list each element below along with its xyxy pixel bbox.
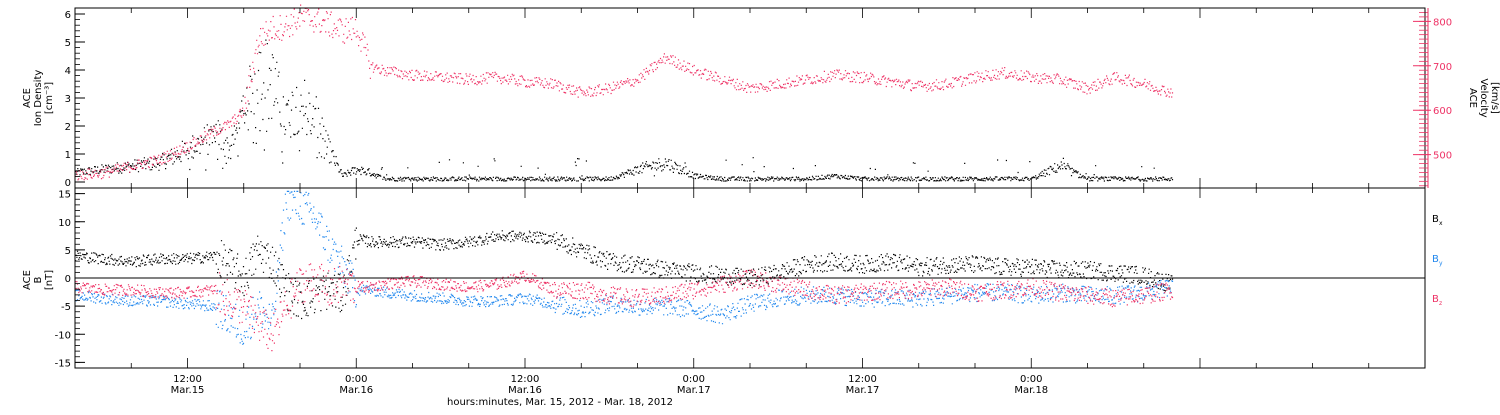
b-field-points-y xyxy=(75,190,1174,345)
b-field-tick-label: -15 xyxy=(55,358,71,369)
x-tick-time-label: 0:00 xyxy=(345,374,367,385)
velocity-tick-label: 500 xyxy=(1433,151,1452,162)
x-tick-date-label: Mar.17 xyxy=(846,385,880,396)
ion-density-axis-label: [cm⁻³] xyxy=(44,82,55,114)
x-tick-date-label: Mar.15 xyxy=(171,385,205,396)
ion-density-tick-label: 6 xyxy=(65,10,71,21)
ion-density-tick-label: 5 xyxy=(65,38,71,49)
b-field-tick-label: -10 xyxy=(55,330,71,341)
velocity-tick-label: 800 xyxy=(1433,17,1452,28)
ion-density-axis-label: ACE xyxy=(22,88,33,108)
b-field-axis-label: ACE xyxy=(22,270,33,290)
b-field-tick-label: 15 xyxy=(58,190,71,201)
b-field-tick-label: -5 xyxy=(61,302,71,313)
velocity-axis-label: [km/s] xyxy=(1489,82,1500,114)
b-field-axis-label: [nT] xyxy=(44,270,55,290)
ion-density-tick-label: 4 xyxy=(65,66,71,77)
x-tick-date-label: Mar.16 xyxy=(508,385,542,396)
x-tick-date-label: Mar.18 xyxy=(1014,385,1048,396)
b-field-points-x xyxy=(75,227,1174,320)
b-field-tick-label: 5 xyxy=(65,246,71,257)
x-tick-date-label: Mar.17 xyxy=(677,385,711,396)
top-panel-frame xyxy=(74,7,1426,189)
velocity-axis-label: Velocity xyxy=(1478,78,1489,117)
x-tick-date-label: Mar.16 xyxy=(339,385,373,396)
legend-label: B xyxy=(1432,294,1439,305)
ion-density-axis-label: Ion Density xyxy=(33,70,44,127)
x-tick-time-label: 12:00 xyxy=(511,374,540,385)
x-tick-time-label: 12:00 xyxy=(848,374,877,385)
x-tick-time-label: 12:00 xyxy=(173,374,202,385)
velocity-tick-label: 700 xyxy=(1433,62,1452,73)
b-field-tick-label: 10 xyxy=(58,218,71,229)
b-field-tick-label: 0 xyxy=(65,274,71,285)
legend-label: B xyxy=(1432,214,1439,225)
axes-layer xyxy=(74,8,1431,369)
legend-subscript: z xyxy=(1439,300,1442,307)
ion-density-tick-label: 3 xyxy=(65,94,71,105)
legend-label: B xyxy=(1432,254,1439,265)
b-field-points-z xyxy=(75,263,1174,352)
b-field-axis-label: B xyxy=(33,276,44,283)
ion-density-tick-label: 2 xyxy=(65,122,71,133)
legend-subscript: x xyxy=(1439,220,1443,227)
velocity-points xyxy=(75,4,1174,181)
velocity-axis-label: ACE xyxy=(1467,88,1478,108)
ion-density-tick-label: 1 xyxy=(65,150,71,161)
ion-density-tick-label: 0 xyxy=(65,178,71,189)
data-points-layer xyxy=(75,4,1174,352)
velocity-tick-label: 600 xyxy=(1433,106,1452,117)
ion-density-points xyxy=(75,39,1174,182)
x-tick-time-label: 0:00 xyxy=(1020,374,1042,385)
x-axis-label: hours:minutes, Mar. 15, 2012 - Mar. 18, … xyxy=(447,397,673,408)
x-tick-time-label: 0:00 xyxy=(683,374,705,385)
legend-subscript: y xyxy=(1439,260,1443,267)
